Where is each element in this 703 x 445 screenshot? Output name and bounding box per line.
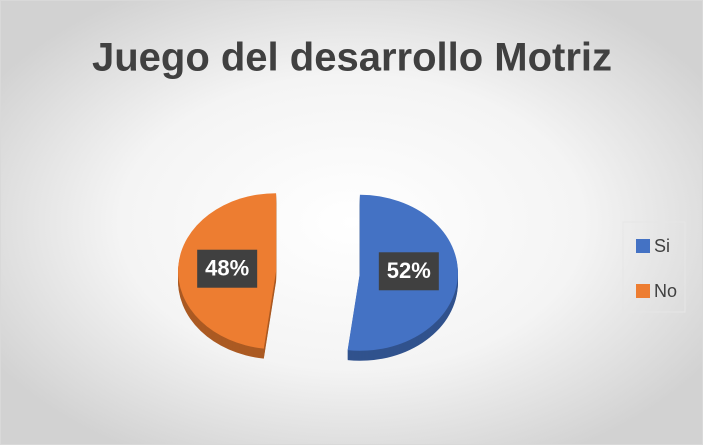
legend-swatch	[636, 284, 650, 298]
legend-box	[622, 221, 686, 313]
legend-label: No	[654, 281, 677, 301]
chart-title: Juego del desarrollo Motriz	[92, 36, 612, 80]
legend-swatch	[636, 239, 650, 253]
data-label: 48%	[205, 256, 249, 281]
legend-label: Si	[654, 236, 670, 256]
data-label: 52%	[387, 258, 431, 283]
data-label-box	[378, 252, 439, 291]
data-label-box	[197, 249, 258, 288]
